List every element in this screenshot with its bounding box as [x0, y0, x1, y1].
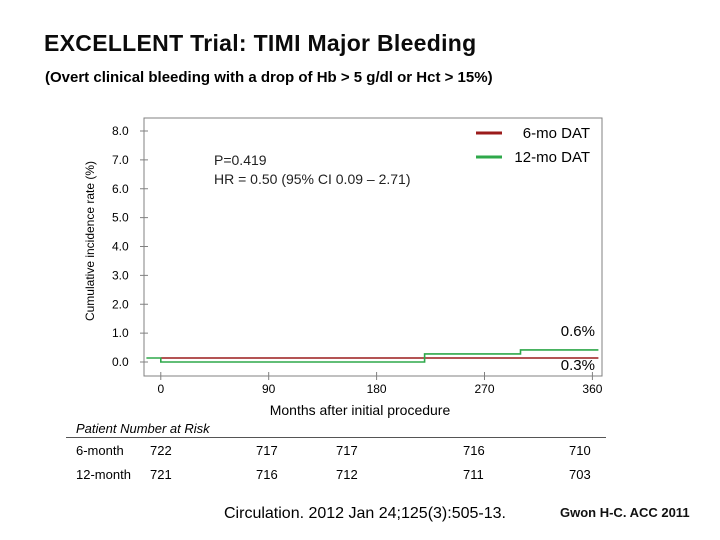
- risk-cell: 710: [569, 443, 591, 458]
- slide-title: EXCELLENT Trial: TIMI Major Bleeding: [44, 30, 477, 56]
- y-tick-label: 0.0: [112, 355, 129, 369]
- y-tick-label: 5.0: [112, 211, 129, 225]
- y-tick-label: 3.0: [112, 268, 129, 282]
- y-tick-label: 4.0: [112, 240, 129, 254]
- risk-row-label: 6-month: [76, 443, 124, 458]
- hazard-ratio: HR = 0.50 (95% CI 0.09 – 2.71): [214, 171, 411, 187]
- risk-cell: 717: [336, 443, 358, 458]
- risk-cell: 722: [150, 443, 172, 458]
- x-axis-label: Months after initial procedure: [270, 402, 451, 418]
- risk-table-title: Patient Number at Risk: [76, 421, 210, 436]
- x-tick-label: 270: [474, 382, 494, 396]
- slide-subtitle: (Overt clinical bleeding with a drop of …: [45, 69, 493, 86]
- risk-cell: 716: [463, 443, 485, 458]
- x-tick-label: 0: [157, 382, 164, 396]
- x-tick-label: 180: [367, 382, 387, 396]
- y-tick-label: 7.0: [112, 153, 129, 167]
- series-line-twelve-month: [146, 349, 599, 363]
- y-axis-label: Cumulative incidence rate (%): [83, 161, 97, 321]
- presenter-credit: Gwon H-C. ACC 2011: [560, 505, 690, 520]
- y-tick-label: 1.0: [112, 326, 129, 340]
- risk-cell: 703: [569, 467, 591, 482]
- x-tick-label: 90: [262, 382, 276, 396]
- y-tick-label: 2.0: [112, 297, 129, 311]
- p-value: P=0.419: [214, 152, 267, 168]
- y-tick-label: 6.0: [112, 182, 129, 196]
- risk-cell: 721: [150, 467, 172, 482]
- risk-cell: 716: [256, 467, 278, 482]
- risk-cell: 717: [256, 443, 278, 458]
- x-tick-label: 360: [582, 382, 602, 396]
- legend-label: 12-mo DAT: [514, 149, 590, 166]
- risk-cell: 711: [463, 467, 484, 482]
- risk-row-label: 12-month: [76, 467, 131, 482]
- end-label-six-month: 0.3%: [561, 357, 595, 374]
- legend-label: 6-mo DAT: [523, 125, 590, 142]
- risk-table-divider: [66, 437, 606, 438]
- y-tick-label: 8.0: [112, 124, 129, 138]
- citation: Circulation. 2012 Jan 24;125(3):505-13.: [224, 505, 506, 522]
- risk-cell: 712: [336, 467, 358, 482]
- end-label-twelve-month: 0.6%: [561, 323, 595, 340]
